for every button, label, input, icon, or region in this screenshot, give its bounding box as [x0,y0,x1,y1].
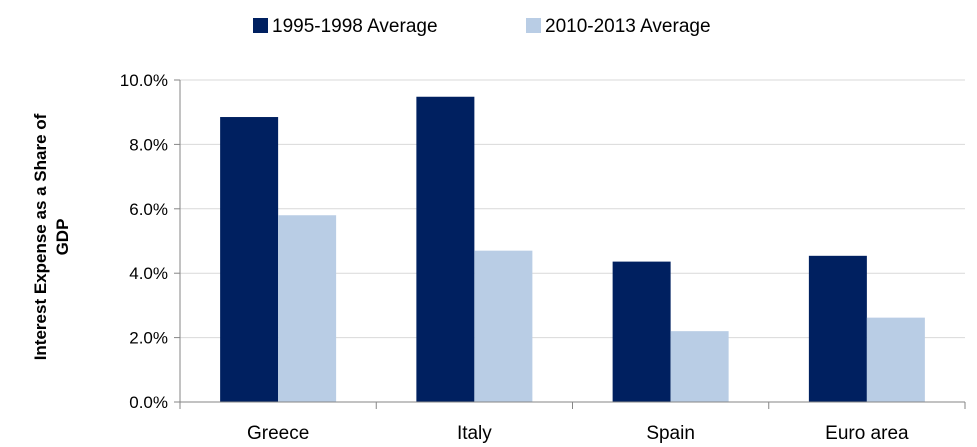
y-tick-label: 6.0% [129,200,168,219]
x-tick-label: Euro area [825,423,909,444]
bar-2 [474,250,533,402]
bar-2 [278,215,337,402]
y-tick-label: 4.0% [129,264,168,283]
bars [220,96,925,402]
bar-2 [866,317,925,402]
legend-swatch [526,18,541,33]
y-tick-label: 2.0% [129,329,168,348]
bar-1 [808,255,867,402]
bar-1 [220,117,279,402]
y-tick-label: 8.0% [129,135,168,154]
legend-label: 2010-2013 Average [545,16,711,37]
bar-1 [416,96,475,402]
x-tick-label: Greece [247,423,309,444]
y-tick-labels: 0.0% 2.0% 4.0% 6.0% 8.0% 10.0% [120,71,168,412]
x-tick-label: Spain [646,423,695,444]
legend-swatch [253,18,268,33]
legend: 1995-1998 Average 2010-2013 Average [253,16,711,37]
y-axis-label: Interest Expense as a Share of GDP [31,113,72,360]
axes [174,79,966,409]
y-tick-label: 10.0% [120,71,168,90]
legend-label: 1995-1998 Average [272,16,438,37]
bar-2 [670,331,729,402]
x-tick-labels: Greece Italy Spain Euro area [247,423,909,444]
y-axis-label-line: Interest Expense as a Share of [31,113,50,360]
bar-1 [612,261,671,402]
y-axis-label-line: GDP [53,219,72,256]
y-tick-label: 0.0% [129,393,168,412]
x-tick-label: Italy [457,423,492,444]
